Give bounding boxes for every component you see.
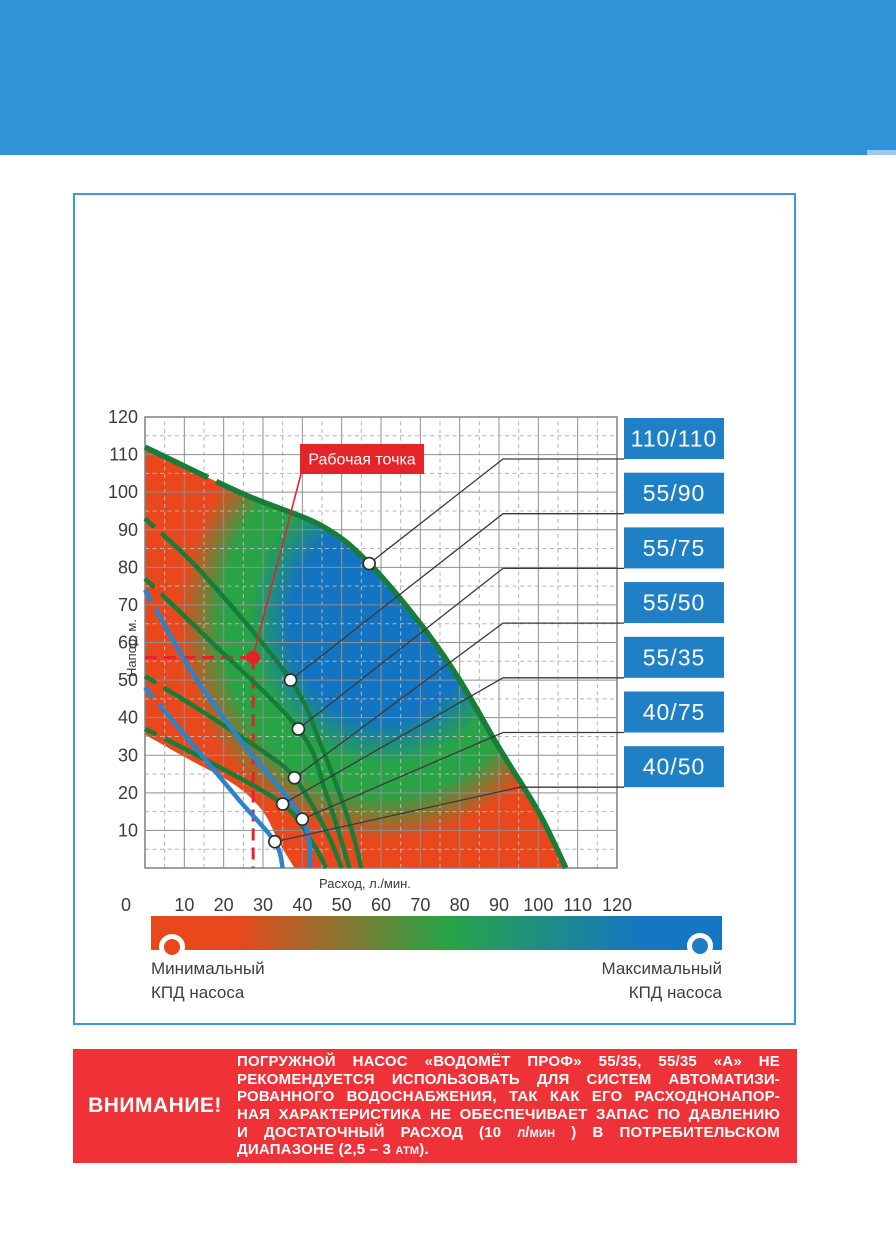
max-efficiency-label-line2: КПД насоса <box>629 983 723 1002</box>
x-tick-10: 10 <box>174 895 194 915</box>
pump-curves <box>143 444 569 870</box>
efficiency-legend: Минимальный КПД насоса Максимальный КПД … <box>151 916 723 1002</box>
x-tick-50: 50 <box>332 895 352 915</box>
y-tick-110: 110 <box>109 445 138 465</box>
leader-line-40/75 <box>302 731 624 820</box>
model-box-label-40/50: 40/50 <box>643 754 706 780</box>
duty-point-40/50 <box>267 834 282 849</box>
y-tick-40: 40 <box>118 708 138 728</box>
x-tick-90: 90 <box>489 895 509 915</box>
warning-line: РЕКОМЕНДУЕТСЯ ИСПОЛЬЗОВАТЬ ДЛЯ СИСТЕМ АВ… <box>237 1070 780 1088</box>
warning-box: ВНИМАНИЕ! ПОГРУЖНОЙ НАСОС «ВОДОМЁТ ПРОФ»… <box>73 1049 797 1163</box>
y-tick-30: 30 <box>118 745 138 765</box>
model-box-label-40/75: 40/75 <box>643 699 706 725</box>
min-efficiency-marker <box>159 934 185 960</box>
pump-curve-55/90 <box>143 516 364 869</box>
y-tick-100: 100 <box>108 482 138 502</box>
duty-point-dots <box>267 556 377 849</box>
model-box-55/35 <box>624 636 724 678</box>
warning-line: ДИАПАЗОНЕ (2,5 – 3 атм). <box>237 1141 429 1159</box>
model-box-label-55/75: 55/75 <box>643 535 706 561</box>
x-tick-110: 110 <box>563 895 592 915</box>
warning-line: НАЯ ХАРАКТЕРИСТИКА НЕ ОБЕСПЕЧИВАЕТ ЗАПАС… <box>237 1106 780 1123</box>
warning-line: И ДОСТАТОЧНЫЙ РАСХОД (10 л/мин ) В ПОТРЕ… <box>237 1123 780 1141</box>
max-efficiency-label-line1: Максимальный <box>602 959 722 978</box>
header-notch <box>867 150 896 155</box>
leader-line-55/50 <box>294 622 624 779</box>
x-tick-70: 70 <box>410 895 430 915</box>
min-efficiency-label-line2: КПД насоса <box>151 983 245 1002</box>
pump-curve-40/75 <box>143 588 313 869</box>
efficiency-gradient-bar <box>151 916 722 950</box>
duty-point-55/75 <box>291 722 306 736</box>
x-tick-40: 40 <box>292 895 312 915</box>
y-tick-10: 10 <box>118 820 138 840</box>
efficiency-map-region <box>145 447 566 868</box>
x-tick-60: 60 <box>371 895 391 915</box>
y-tick-50: 50 <box>118 670 138 690</box>
duty-point-55/35 <box>275 797 290 811</box>
warning-line: РОВАННОГО ВОДОСНАБЖЕНИЯ, ТАК КАК ЕГО РАС… <box>237 1088 780 1106</box>
x-axis-title: Расход, л./мин. <box>319 876 411 891</box>
x-tick-100: 100 <box>523 895 553 915</box>
working-point-dot <box>246 650 261 665</box>
x-tick-30: 30 <box>253 895 273 915</box>
chart-grid <box>144 416 618 869</box>
model-box-label-55/35: 55/35 <box>643 644 706 670</box>
y-tick-120: 120 <box>108 407 138 427</box>
y-axis-title: Напор, м. <box>124 619 139 677</box>
pump-curve-40/50 <box>143 686 285 869</box>
duty-point-55/90 <box>283 673 298 687</box>
min-efficiency-label-line1: Минимальный <box>151 959 265 978</box>
pump-curve-110/110 <box>143 444 569 870</box>
header-band <box>0 0 896 155</box>
x-tick-80: 80 <box>450 895 470 915</box>
working-point-label-box <box>300 444 424 474</box>
model-label-boxes: 110/110 55/90 55/75 55/50 55/35 40/75 40/50 <box>624 418 724 788</box>
warning-title: ВНИМАНИЕ! <box>88 1094 222 1117</box>
model-box-label-110/110: 110/110 <box>631 426 718 452</box>
pump-curve-55/75 <box>143 576 352 869</box>
model-box-label-55/50: 55/50 <box>643 590 706 616</box>
y-tick-90: 90 <box>118 520 138 540</box>
efficiency-map-fill <box>145 447 566 868</box>
pump-curve-55/50 <box>143 674 344 869</box>
leader-line-40/50 <box>274 786 624 843</box>
model-box-55/50 <box>624 582 724 624</box>
model-box-label-55/90: 55/90 <box>643 480 706 506</box>
model-box-55/75 <box>624 527 724 569</box>
y-tick-80: 80 <box>118 557 138 577</box>
working-point-label: Рабочая точка <box>308 452 415 469</box>
duty-point-55/50 <box>287 770 302 785</box>
model-box-55/90 <box>624 472 724 514</box>
leader-line-55/75 <box>297 567 624 730</box>
model-box-40/75 <box>624 691 724 733</box>
y-tick-20: 20 <box>118 783 138 803</box>
leader-line-55/35 <box>282 677 624 805</box>
model-box-110/110 <box>624 418 724 459</box>
duty-point-110/110 <box>362 556 377 571</box>
working-point: Рабочая точка <box>246 444 424 665</box>
leader-line-55/90 <box>290 513 624 681</box>
plot-frame <box>144 416 618 869</box>
x-tick-120: 120 <box>602 895 632 915</box>
warning-line: ПОГРУЖНОЙ НАСОС «ВОДОМЁТ ПРОФ» 55/35, 55… <box>237 1053 780 1071</box>
x-tick-20: 20 <box>214 895 234 915</box>
leader-line-110/110 <box>368 458 624 565</box>
model-box-40/50 <box>624 746 724 788</box>
max-efficiency-marker <box>687 933 713 959</box>
warning-text: ПОГРУЖНОЙ НАСОС «ВОДОМЁТ ПРОФ» 55/35, 55… <box>237 1053 780 1159</box>
label-leader-lines <box>274 458 624 843</box>
y-tick-70: 70 <box>118 595 138 615</box>
working-point-dashed-lines <box>145 656 255 868</box>
working-point-leader <box>253 473 302 653</box>
duty-point-40/75 <box>295 812 310 826</box>
x-tick-0: 0 <box>121 895 131 915</box>
y-tick-60: 60 <box>118 633 138 653</box>
